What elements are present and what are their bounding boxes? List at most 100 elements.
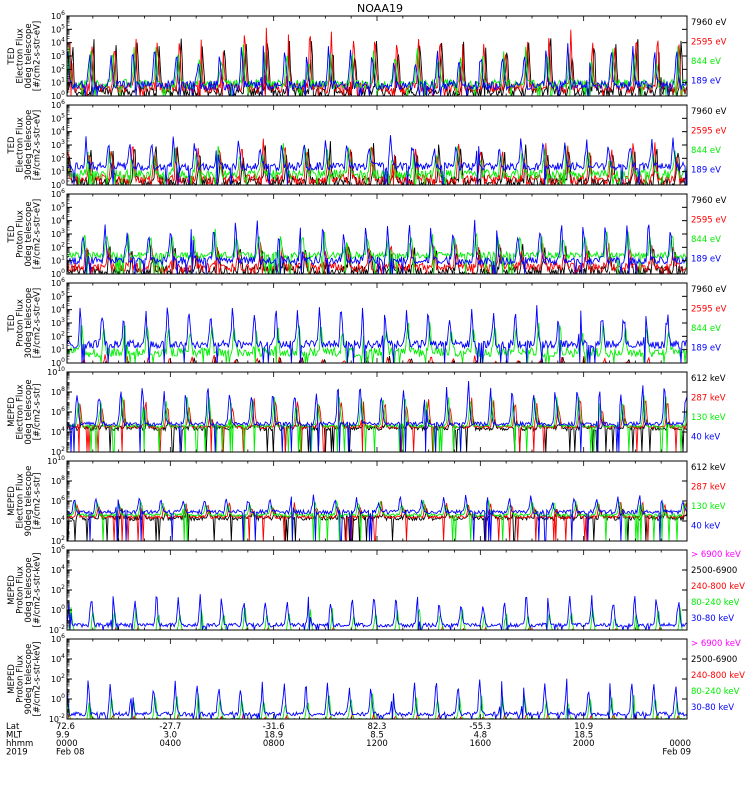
ytick-label: 101	[51, 77, 65, 88]
ytick-label: 100	[51, 604, 65, 615]
series-trace-5	[67, 678, 687, 719]
time-tick-text: 3.0	[164, 731, 178, 741]
ylabel-line-3: 90deg telescope	[24, 466, 34, 537]
ytick-label: 104	[51, 426, 65, 437]
series-trace-2	[67, 242, 687, 274]
time-tick-text: 0800	[263, 739, 285, 749]
legend-entry-2: 2595 eV	[691, 305, 727, 315]
ytick-label: 101	[51, 344, 65, 355]
legend-entry-4: 40 keV	[691, 522, 720, 532]
ytick-label: 10-2	[49, 713, 65, 724]
time-row-label-1: Lat	[6, 722, 20, 732]
ytick-label: 101	[51, 255, 65, 266]
time-tick-text: Feb 09	[662, 748, 691, 758]
ylabel-line-4: [#/cm2-s-str]	[33, 384, 43, 441]
legend-entry-3: 130 keV	[691, 502, 726, 512]
ylabel-line-2: Electron Flux	[16, 384, 26, 439]
ytick-label: 101	[51, 166, 65, 177]
ylabel-line-4: [#/cm2-s-str-eV]	[33, 288, 43, 358]
time-row-label-3: hhmm	[6, 739, 33, 749]
time-tick-text: 9.9	[56, 731, 70, 741]
legend-entry-1: 7960 eV	[691, 18, 727, 28]
legend-entry-1: 612 keV	[691, 374, 726, 384]
time-tick-text: -31.6	[263, 722, 285, 732]
panel-traces	[67, 380, 687, 452]
ylabel-line-3: 30deg telescope	[24, 288, 34, 359]
ytick-label: 104	[51, 515, 65, 526]
legend-entry-2: 287 keV	[691, 394, 726, 404]
ytick-label: 102	[51, 584, 65, 595]
legend-entry-2: 287 keV	[691, 483, 726, 493]
ytick-label: 105	[51, 23, 65, 34]
series-trace-1	[67, 507, 687, 541]
chart-title: NOAA19	[357, 2, 403, 15]
ylabel-line-2: Electron Flux	[16, 117, 26, 172]
series-trace-4	[67, 219, 687, 274]
ylabel-line-4: [#/cm2-s-str]	[33, 473, 43, 530]
ylabel-line-4: [#/cm2-s-str-eV]	[33, 199, 43, 269]
ytick-label: 106	[51, 495, 65, 506]
time-tick-text: 10.9	[574, 722, 593, 732]
panel-traces	[67, 27, 687, 96]
legend-entry-1: 612 keV	[691, 463, 726, 473]
panel-traces	[67, 594, 687, 630]
ylabel-line-3: 30deg telescope	[24, 110, 34, 181]
ytick-label: 100	[51, 268, 65, 279]
legend-entry-3: 240-800 keV	[691, 671, 745, 681]
legend-entry-5: 30-80 keV	[691, 703, 734, 713]
ytick-label: 106	[51, 188, 65, 199]
ylabel-line-2: Proton Flux	[16, 210, 26, 258]
series-trace-4	[67, 135, 687, 185]
legend-entry-2: 2595 eV	[691, 127, 727, 137]
ytick-label: 105	[51, 112, 65, 123]
series-trace-4	[67, 607, 687, 630]
time-tick-text: Feb 08	[56, 748, 85, 758]
legend-entry-4: 189 eV	[691, 344, 721, 354]
ytick-label: 106	[51, 277, 65, 288]
legend-entry-5: 30-80 keV	[691, 614, 734, 624]
ylabel-line-1: MEPED	[7, 397, 17, 427]
ytick-label: 108	[51, 386, 65, 397]
ylabel-line-2: Electron Flux	[16, 473, 26, 528]
ytick-label: 106	[51, 406, 65, 417]
time-tick-text: 0000	[669, 739, 691, 749]
legend-entry-1: 7960 eV	[691, 285, 727, 295]
ylabel-line-3: 90deg telescope	[24, 644, 34, 715]
ytick-label: 1010	[47, 366, 65, 377]
series-trace-3	[67, 500, 687, 541]
ylabel-line-1: TED	[7, 47, 17, 66]
ylabel-line-2: Proton Flux	[16, 299, 26, 347]
series-trace-4	[67, 43, 687, 96]
legend-entry-4: 189 eV	[691, 77, 721, 87]
ytick-label: 106	[51, 633, 65, 644]
ytick-label: 104	[51, 653, 65, 664]
ytick-label: 104	[51, 37, 65, 48]
ylabel-line-4: [#/cm2-s-str-keV]	[33, 642, 43, 717]
panel-frame	[66, 638, 688, 720]
legend-entry-3: 844 eV	[691, 324, 721, 334]
ytick-label: 100	[51, 90, 65, 101]
ytick-label: 103	[51, 50, 65, 61]
legend-entry-3: 844 eV	[691, 235, 721, 245]
series-trace-3	[67, 228, 687, 274]
ytick-label: 1010	[47, 455, 65, 466]
series-trace-4	[67, 305, 687, 363]
time-tick-text: -55.3	[469, 722, 491, 732]
ylabel-line-4: [#/cm2-s-str-keV]	[33, 553, 43, 628]
ytick-label: 102	[51, 241, 65, 252]
series-trace-4	[67, 494, 687, 541]
ytick-label: 102	[51, 63, 65, 74]
legend-entry-3: 130 keV	[691, 413, 726, 423]
legend-entry-1: > 6900 keV	[691, 639, 741, 649]
series-trace-2	[67, 501, 687, 541]
ytick-label: 106	[51, 544, 65, 555]
ytick-label: 103	[51, 228, 65, 239]
ylabel-line-3: 0deg telescope	[24, 379, 34, 444]
ylabel-line-2: Proton Flux	[16, 566, 26, 614]
